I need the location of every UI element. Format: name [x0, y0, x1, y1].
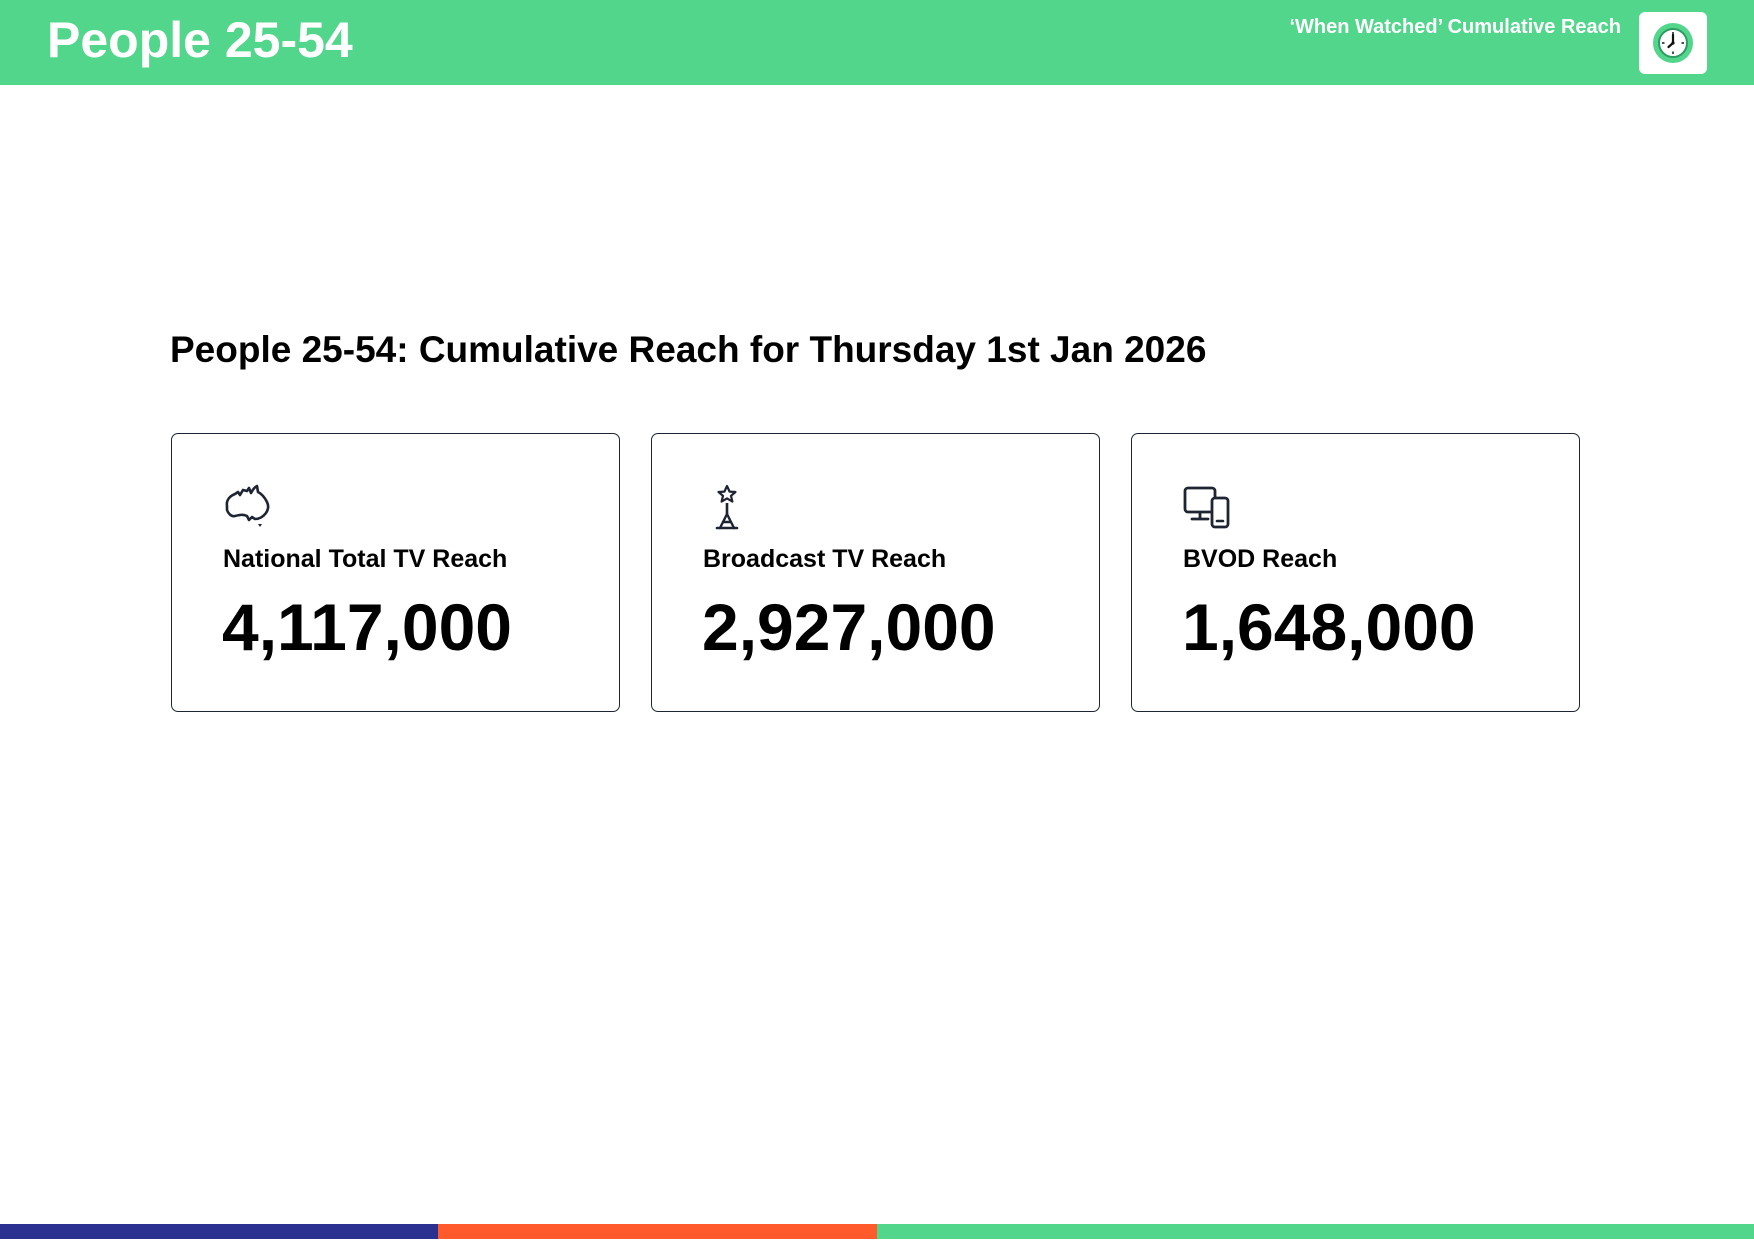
logo-tile: [1639, 12, 1707, 74]
footer-stripe-navy: [0, 1224, 438, 1239]
footer-stripe-orange: [438, 1224, 877, 1239]
broadcast-reach-card: Broadcast TV Reach 2,927,000: [651, 433, 1100, 712]
card-label: BVOD Reach: [1183, 545, 1338, 573]
page-title: People 25-54: [47, 12, 353, 68]
section-title: People 25-54: Cumulative Reach for Thurs…: [170, 329, 1207, 370]
report-subtitle: ‘When Watched’ Cumulative Reach: [1289, 16, 1621, 38]
card-value: 1,648,000: [1182, 590, 1476, 664]
national-reach-card: National Total TV Reach 4,117,000: [171, 433, 620, 712]
card-value: 4,117,000: [222, 590, 512, 664]
header-bar: People 25-54 ‘When Watched’ Cumulative R…: [0, 0, 1754, 85]
broadcast-tower-icon: [715, 484, 739, 530]
bvod-reach-card: BVOD Reach 1,648,000: [1131, 433, 1580, 712]
card-label: National Total TV Reach: [223, 545, 508, 573]
card-value: 2,927,000: [702, 590, 996, 664]
clock-icon: [1653, 23, 1693, 63]
card-label: Broadcast TV Reach: [703, 545, 947, 573]
australia-map-icon: [225, 484, 270, 527]
devices-icon: [1183, 486, 1230, 529]
footer-stripe-green: [877, 1224, 1754, 1239]
